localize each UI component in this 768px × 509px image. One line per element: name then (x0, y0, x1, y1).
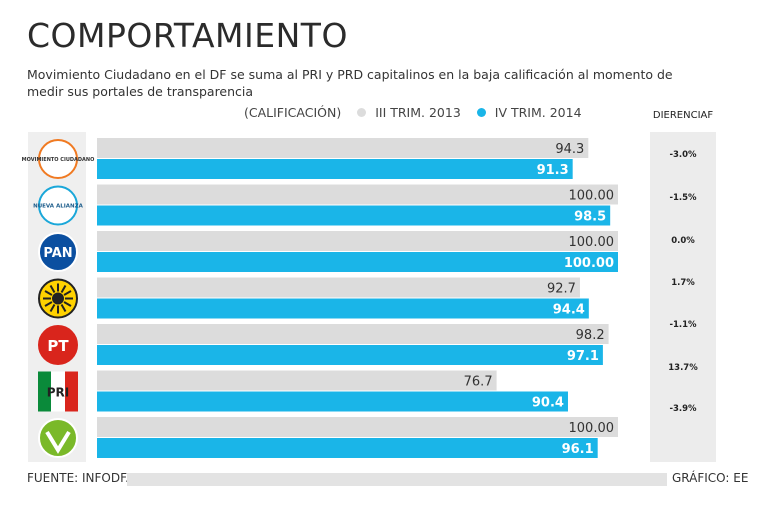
legend-swatch-2013 (357, 108, 367, 117)
bar-2014-1 (97, 205, 611, 226)
difference-panel (650, 132, 716, 462)
bar-2013-4 (97, 324, 609, 344)
footer-divider (127, 473, 667, 486)
prd-sun-ray (60, 285, 67, 293)
difference-value: -3.9% (669, 404, 697, 414)
party-logo-text: PT (47, 337, 69, 355)
difference-value: 1.7% (671, 278, 695, 288)
chart-title: COMPORTAMIENTO (27, 16, 348, 55)
legend-unit: (CALIFICACIÓN) (244, 105, 342, 120)
party-logo-1 (38, 185, 78, 226)
prd-sun-ray (49, 285, 56, 293)
party-logo-0 (38, 139, 78, 179)
difference-value: 13.7% (668, 363, 698, 373)
prd-sun-ray (63, 290, 72, 296)
legend-label-2014: IV TRIM. 2014 (494, 105, 582, 120)
pri-logo-white (51, 371, 65, 412)
bar-2013-2 (97, 231, 618, 251)
bar-2014-0 (97, 159, 573, 179)
bar-label-2014-5: 90.4 (532, 396, 564, 411)
bar-label-2013-2: 100.00 (569, 235, 615, 250)
bar-label-2013-0: 94.3 (555, 142, 584, 157)
chart-subtitle: Movimiento Ciudadano en el DF se suma al… (27, 67, 673, 99)
legend-swatch-2014 (476, 108, 486, 117)
difference-value: 0.0% (671, 236, 695, 246)
bar-label-2014-3: 94.4 (553, 303, 585, 318)
party-logo-text: MOVIMIENTO CIUDADANO (22, 157, 95, 163)
bar-label-2013-1: 100.00 (569, 189, 615, 204)
bar-label-2014-0: 91.3 (537, 163, 569, 178)
party-logo-4 (38, 325, 78, 365)
bar-2014-2 (97, 252, 618, 272)
bar-2013-0 (97, 138, 589, 158)
bar-label-2014-1: 98.5 (574, 210, 606, 225)
party-logo-2 (38, 232, 78, 272)
party-logo-6 (38, 418, 78, 458)
prd-sun-ray (60, 304, 67, 312)
bar-2013-6 (97, 417, 618, 437)
bar-2013-5 (97, 370, 497, 391)
bar-label-2013-3: 92.7 (547, 282, 576, 297)
party-logo-text: PAN (43, 246, 72, 261)
difference-value: -1.5% (669, 193, 697, 203)
party-logo-text: PRI (47, 385, 70, 399)
bar-label-2014-6: 96.1 (562, 442, 594, 457)
prd-sun-core (52, 292, 64, 305)
bar-label-2013-5: 76.7 (464, 375, 493, 390)
pvem-v-mark (45, 430, 71, 454)
bar-label-2013-4: 98.2 (576, 328, 605, 343)
bar-2013-3 (97, 277, 580, 298)
difference-value: -1.1% (669, 320, 697, 330)
prd-sun-ray (44, 290, 53, 296)
legend-label-2013: III TRIM. 2013 (375, 105, 461, 120)
pri-logo-green (38, 371, 51, 412)
bar-2014-4 (97, 345, 603, 365)
prd-sun-ray (49, 304, 56, 312)
bar-label-2013-6: 100.00 (569, 421, 615, 436)
legend: (CALIFICACIÓN) III TRIM. 2013 IV TRIM. 2… (244, 104, 582, 120)
party-logo-text: NUEVA ALIANZA (33, 204, 84, 210)
bar-2014-6 (97, 438, 598, 458)
pri-logo-red (65, 371, 78, 412)
bar-2014-5 (97, 391, 568, 412)
credit-note: GRÁFICO: EE (672, 471, 749, 485)
bar-2013-1 (97, 184, 618, 205)
bar-label-2014-4: 97.1 (567, 349, 599, 364)
bar-label-2014-2: 100.00 (564, 256, 614, 271)
bar-2014-3 (97, 298, 589, 319)
prd-sun-ray (63, 301, 72, 307)
prd-sun-ray (44, 301, 53, 307)
difference-header: DIERENCIAF (652, 110, 714, 121)
source-note: FUENTE: INFODF. (27, 471, 129, 485)
difference-value: -3.0% (669, 150, 697, 160)
